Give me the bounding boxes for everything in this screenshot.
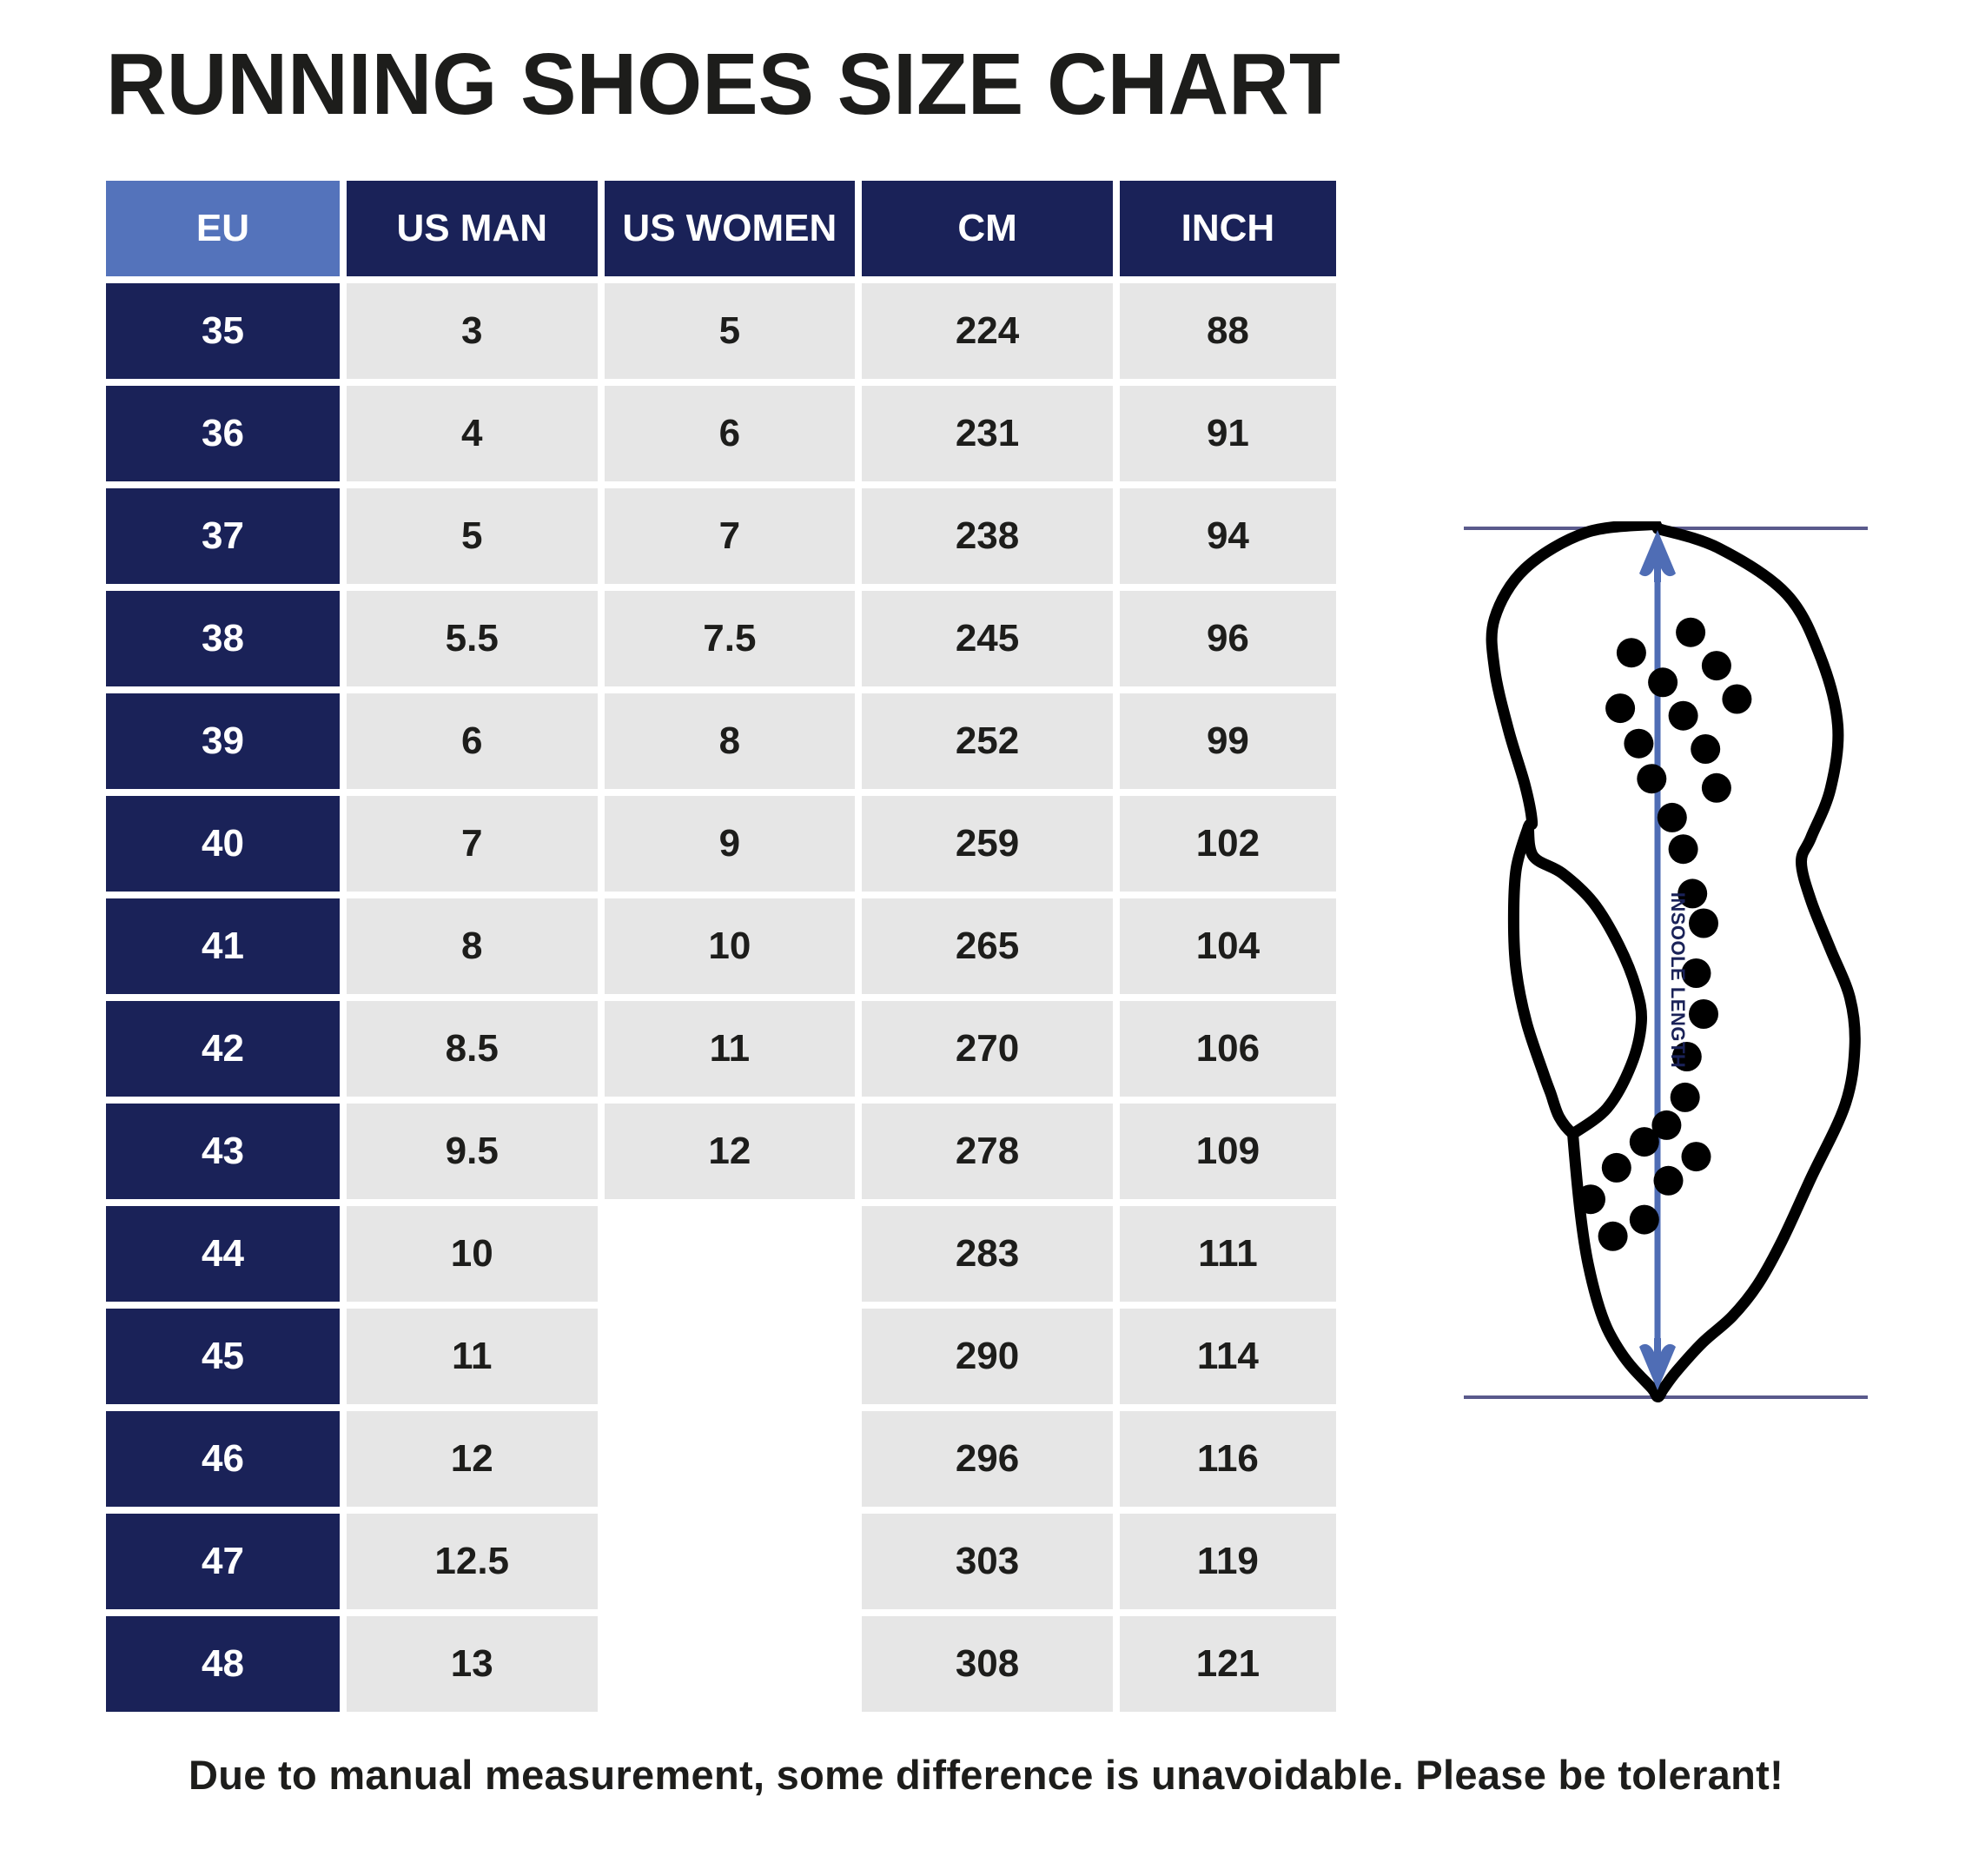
svg-text:INSOOLE LENGTH: INSOOLE LENGTH — [1667, 892, 1689, 1069]
